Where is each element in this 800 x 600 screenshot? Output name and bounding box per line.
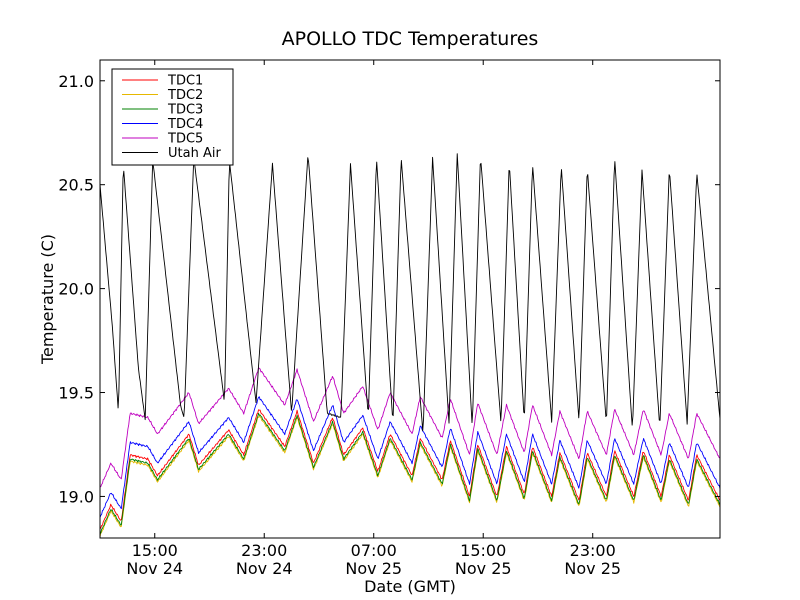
x-tick-time: 23:00 — [570, 541, 616, 560]
x-tick-time: 15:00 — [460, 541, 506, 560]
x-tick-date: Nov 25 — [564, 559, 621, 578]
y-tick-label: 19.5 — [58, 384, 94, 403]
y-axis-title: Temperature (C) — [38, 234, 57, 365]
legend-label: TDC5 — [167, 132, 203, 147]
legend-label: TDC2 — [167, 88, 203, 103]
series-layer — [99, 153, 721, 538]
legend-box — [111, 68, 234, 166]
y-tick-label: 20.0 — [58, 280, 94, 299]
x-tick-date: Nov 25 — [455, 559, 512, 578]
chart-title: APOLLO TDC Temperatures — [282, 28, 539, 50]
series-line-tdc5 — [99, 367, 721, 488]
legend-label: Utah Air — [168, 146, 221, 161]
x-tick-time: 15:00 — [132, 541, 178, 560]
series-line-tdc1 — [99, 409, 721, 530]
x-tick-date: Nov 25 — [345, 559, 402, 578]
x-tick-time: 07:00 — [351, 541, 397, 560]
y-tick-label: 20.5 — [58, 176, 94, 195]
x-tick-date: Nov 24 — [126, 559, 183, 578]
y-tick-label: 19.0 — [58, 487, 94, 506]
series-line-tdc4 — [99, 396, 721, 518]
x-axis-title: Date (GMT) — [364, 577, 456, 596]
y-tick-label: 21.0 — [58, 72, 94, 91]
plot-frame — [99, 59, 721, 539]
x-tick-time: 23:00 — [241, 541, 287, 560]
x-tick-date: Nov 24 — [236, 559, 293, 578]
legend-label: TDC3 — [167, 103, 203, 118]
legend-label: TDC4 — [167, 117, 203, 132]
series-line-utah-air — [99, 153, 721, 432]
legend-label: TDC1 — [167, 74, 203, 89]
series-line-tdc3 — [99, 412, 721, 535]
series-line-tdc2 — [99, 415, 721, 538]
